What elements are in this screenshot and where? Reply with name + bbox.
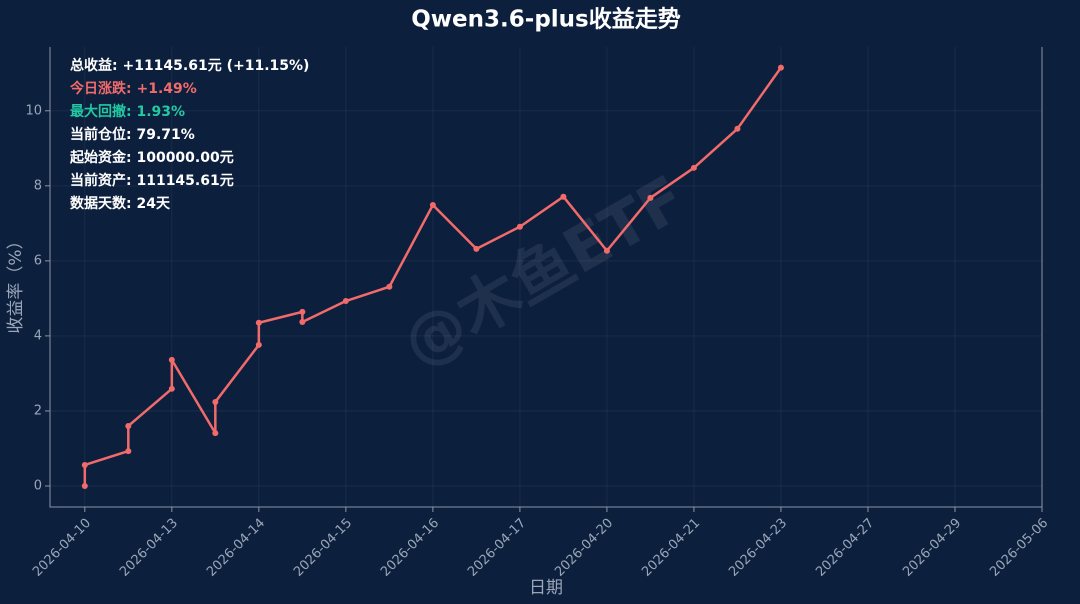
point xyxy=(299,308,306,315)
y-tick-label: 0 xyxy=(34,478,42,493)
point xyxy=(168,385,175,392)
point xyxy=(81,461,88,468)
y-tick-label: 6 xyxy=(34,253,42,268)
point xyxy=(647,194,654,201)
y-tick-label: 10 xyxy=(25,103,42,118)
point xyxy=(473,245,480,252)
point xyxy=(299,319,306,326)
point xyxy=(255,319,262,326)
point xyxy=(429,201,436,208)
point xyxy=(212,430,219,437)
annotation: 总收益: +11145.61元 (+11.15%) xyxy=(70,57,309,74)
point xyxy=(560,193,567,200)
x-axis-label: 日期 xyxy=(529,578,563,598)
chart-title: Qwen3.6-plus收益走势 xyxy=(411,6,680,33)
point xyxy=(603,247,610,254)
y-tick-label: 4 xyxy=(34,328,42,343)
point xyxy=(386,283,393,290)
annotation: 今日涨跌: +1.49% xyxy=(69,80,197,97)
point xyxy=(255,341,262,348)
point xyxy=(212,398,219,405)
annotation: 当前资产: 111145.61元 xyxy=(70,172,234,189)
point xyxy=(125,422,132,429)
point xyxy=(125,448,132,455)
point xyxy=(81,482,88,489)
y-tick-label: 2 xyxy=(34,403,42,418)
point xyxy=(342,298,349,305)
point xyxy=(516,223,523,230)
point xyxy=(168,356,175,363)
annotation: 数据天数: 24天 xyxy=(70,195,171,212)
point xyxy=(777,64,784,71)
annotation: 当前仓位: 79.71% xyxy=(70,126,195,143)
annotation: 最大回撤: 1.93% xyxy=(70,103,185,120)
y-axis-label: 收益率（%） xyxy=(6,232,26,333)
point xyxy=(734,125,741,132)
y-tick-label: 8 xyxy=(34,178,42,193)
axis-frame xyxy=(49,47,1043,508)
annotation: 起始资金: 100000.00元 xyxy=(69,149,234,166)
point xyxy=(690,164,697,171)
